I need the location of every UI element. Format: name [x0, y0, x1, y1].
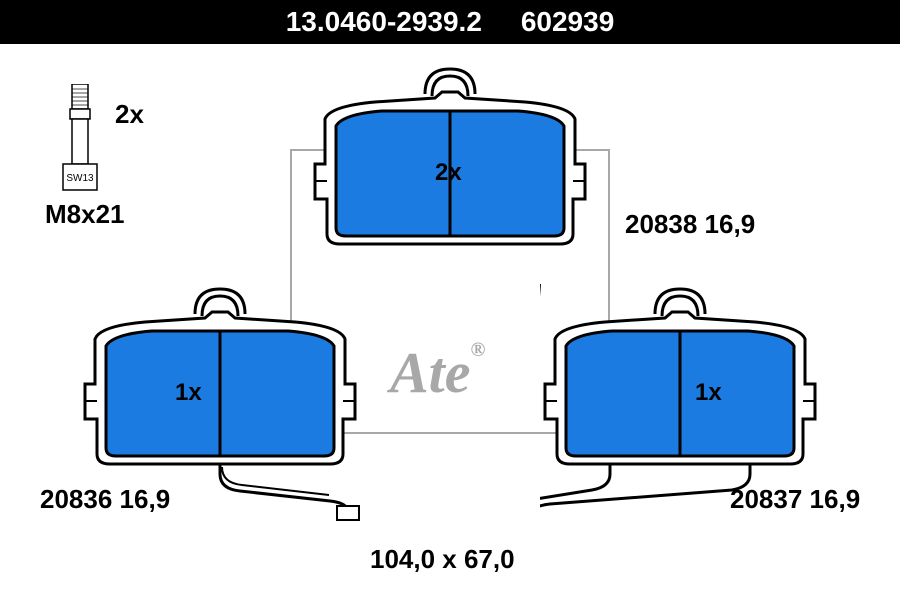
part-number: 13.0460-2939.2 [286, 6, 482, 37]
svg-text:SW13: SW13 [66, 173, 94, 184]
brake-pad-top: 2x [310, 64, 590, 264]
pad-br-label: 20837 16,9 [730, 484, 860, 515]
pad-top-qty: 2x [435, 159, 462, 187]
bolt-qty: 2x [115, 99, 144, 130]
pad-br-qty: 1x [695, 379, 722, 407]
pad-top-label: 20838 16,9 [625, 209, 755, 240]
pad-br-thickness: 16,9 [810, 484, 861, 514]
bolt-spec: M8x21 [45, 199, 125, 230]
pad-bl-thickness: 16,9 [120, 484, 171, 514]
header-bar: 13.0460-2939.2 602939 [0, 0, 900, 44]
bolt-drawing: SW13 [55, 84, 105, 194]
pad-top-code: 20838 [625, 209, 697, 239]
pad-br-code: 20837 [730, 484, 802, 514]
logo-reg: ® [471, 339, 486, 361]
pad-bl-code: 20836 [40, 484, 112, 514]
logo-text: Ate [390, 340, 471, 405]
diagram-canvas: SW13 2x M8x21 Ate® 2x 20838 16,9 [0, 44, 900, 600]
ate-logo: Ate® [390, 339, 486, 406]
pad-top-thickness: 16,9 [705, 209, 756, 239]
alt-number: 602939 [521, 6, 614, 37]
pad-bl-label: 20836 16,9 [40, 484, 170, 515]
dimensions-label: 104,0 x 67,0 [370, 544, 515, 575]
pad-bl-qty: 1x [175, 379, 202, 407]
